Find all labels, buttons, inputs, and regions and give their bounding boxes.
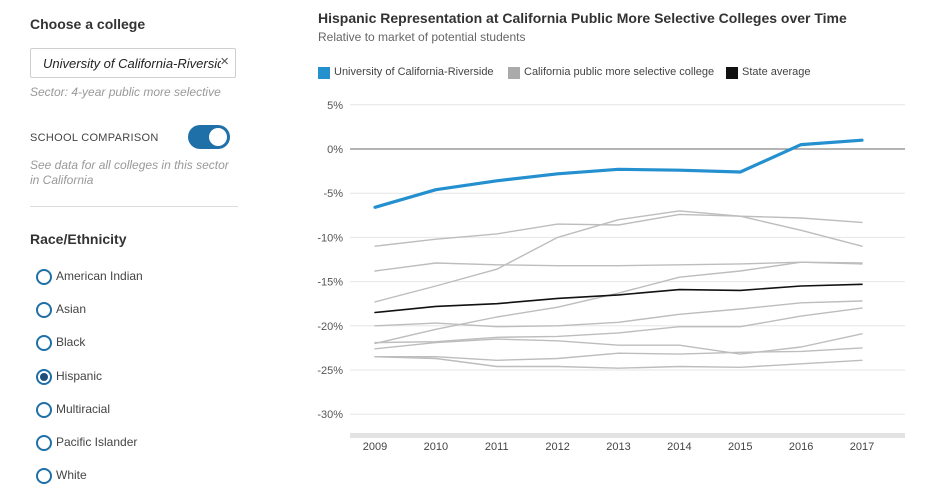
y-tick-label: -30% bbox=[317, 409, 343, 421]
school-comparison-note: See data for all colleges in this sector… bbox=[30, 158, 229, 187]
race-option-label: Black bbox=[56, 335, 86, 349]
state-average-line bbox=[374, 283, 863, 314]
race-option-label: Asian bbox=[56, 302, 87, 316]
college-select[interactable]: University of California-Riverside × bbox=[30, 48, 236, 78]
school-comparison-toggle[interactable] bbox=[188, 125, 230, 149]
race-option-white[interactable]: White bbox=[36, 465, 216, 487]
x-tick-label: 2015 bbox=[728, 441, 752, 453]
peer-college-line bbox=[374, 356, 863, 369]
peer-college-line bbox=[374, 261, 863, 345]
y-tick-label: 0% bbox=[327, 144, 343, 156]
radio-dot bbox=[40, 373, 48, 381]
race-option-american-indian[interactable]: American Indian bbox=[36, 266, 216, 288]
radio-icon[interactable] bbox=[36, 335, 52, 351]
race-option-label: White bbox=[56, 468, 87, 482]
race-option-multiracial[interactable]: Multiracial bbox=[36, 399, 216, 421]
legend-swatch bbox=[318, 67, 330, 79]
school-comparison-label: SCHOOL COMPARISON bbox=[30, 132, 159, 144]
legend-label: University of California-Riverside bbox=[334, 66, 494, 78]
y-tick-label: -5% bbox=[323, 188, 343, 200]
race-option-label: Multiracial bbox=[56, 402, 111, 416]
x-tick-label: 2012 bbox=[545, 441, 569, 453]
y-tick-label: -15% bbox=[317, 277, 343, 289]
sector-note: Sector: 4-year public more selective bbox=[30, 85, 221, 99]
race-option-hispanic[interactable]: Hispanic bbox=[36, 366, 216, 388]
race-option-black[interactable]: Black bbox=[36, 332, 216, 354]
peer-college-line bbox=[374, 261, 863, 272]
race-option-label: Hispanic bbox=[56, 369, 103, 383]
peer-college-line bbox=[374, 333, 863, 355]
x-tick-label: 2014 bbox=[667, 441, 691, 453]
radio-icon[interactable] bbox=[36, 269, 52, 285]
race-option-asian[interactable]: Asian bbox=[36, 299, 216, 321]
chart-subtitle: Relative to market of potential students bbox=[318, 30, 526, 44]
legend-swatch bbox=[726, 67, 738, 79]
peer-college-line bbox=[374, 307, 863, 344]
legend-swatch bbox=[508, 67, 520, 79]
peer-college-line bbox=[374, 213, 863, 247]
radio-icon[interactable] bbox=[36, 402, 52, 418]
y-tick-label: -20% bbox=[317, 321, 343, 333]
clear-icon[interactable]: × bbox=[220, 53, 229, 70]
race-option-label: Pacific Islander bbox=[56, 435, 138, 449]
x-tick-label: 2009 bbox=[363, 441, 387, 453]
choose-college-label: Choose a college bbox=[30, 16, 146, 32]
race-option-label: American Indian bbox=[56, 269, 143, 283]
peer-college-line bbox=[374, 300, 863, 328]
radio-icon[interactable] bbox=[36, 468, 52, 484]
chart-title: Hispanic Representation at California Pu… bbox=[318, 10, 847, 26]
legend-label: California public more selective college bbox=[524, 66, 715, 78]
legend-label: State average bbox=[742, 66, 811, 78]
toggle-knob bbox=[209, 128, 227, 146]
x-axis-band bbox=[350, 433, 905, 438]
x-tick-label: 2010 bbox=[424, 441, 448, 453]
race-option-pacific-islander[interactable]: Pacific Islander bbox=[36, 432, 216, 454]
radio-icon[interactable] bbox=[36, 302, 52, 318]
radio-selected-icon[interactable] bbox=[36, 369, 52, 385]
college-select-value[interactable]: University of California-Riverside bbox=[43, 56, 221, 71]
y-tick-label: -10% bbox=[317, 232, 343, 244]
race-ethnicity-title: Race/Ethnicity bbox=[30, 231, 127, 247]
y-tick-label: -25% bbox=[317, 365, 343, 377]
x-tick-label: 2017 bbox=[850, 441, 874, 453]
peer-college-line bbox=[374, 210, 863, 303]
x-tick-label: 2016 bbox=[789, 441, 813, 453]
peer-college-line bbox=[374, 347, 863, 361]
y-tick-label: 5% bbox=[327, 100, 343, 112]
x-tick-label: 2013 bbox=[606, 441, 630, 453]
x-tick-label: 2011 bbox=[485, 441, 509, 453]
selected-college-line bbox=[373, 138, 864, 209]
radio-icon[interactable] bbox=[36, 435, 52, 451]
divider bbox=[30, 206, 238, 207]
